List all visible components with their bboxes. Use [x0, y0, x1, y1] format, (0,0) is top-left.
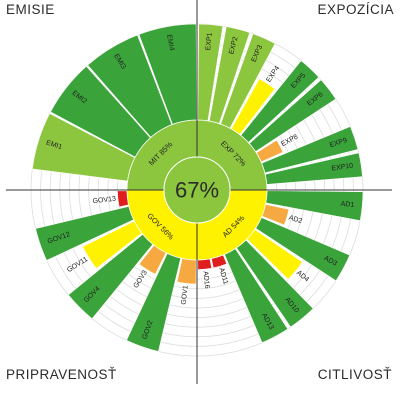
bar-label-exp10: EXP10 [331, 162, 354, 172]
bar-label-gov1: GOV1 [181, 285, 190, 305]
bars-layer [32, 23, 364, 352]
bar-label-gov13: GOV13 [92, 196, 116, 206]
quadrant-label-citlivost: CITLIVOSŤ [317, 367, 392, 382]
bar-label-emi4: EMI4 [165, 34, 175, 51]
bar-label-gov11: GOV11 [66, 256, 89, 274]
bar-label-ad2: AD2 [288, 215, 303, 226]
bar-label-ad11: AD11 [217, 267, 229, 285]
bar-label-exp8: EXP8 [280, 134, 299, 149]
bar-label-ad1: AD1 [340, 201, 354, 209]
quadrant-label-expozicia: EXPOZÍCIA [317, 2, 394, 17]
center-disc: 67% [163, 156, 231, 224]
center-circle [163, 156, 231, 224]
bar-label-emi1: EMI1 [45, 139, 63, 151]
quadrant-label-pripravenost: PRIPRAVENOSŤ [6, 367, 117, 382]
bar-label-ad16: AD16 [202, 271, 211, 289]
bar-label-gov3: GOV3 [133, 269, 149, 289]
center-value: 67% [175, 178, 219, 203]
quadrant-label-emisie: EMISIE [6, 2, 55, 17]
bar-label-exp4: EXP4 [266, 65, 282, 84]
bar-ad16 [197, 258, 213, 270]
bar-label-exp2: EXP2 [228, 36, 239, 55]
bar-label-exp1: EXP1 [205, 32, 213, 51]
group-ring: MIT 85% EXP 72%AD 54%GOV 56% [126, 119, 268, 261]
